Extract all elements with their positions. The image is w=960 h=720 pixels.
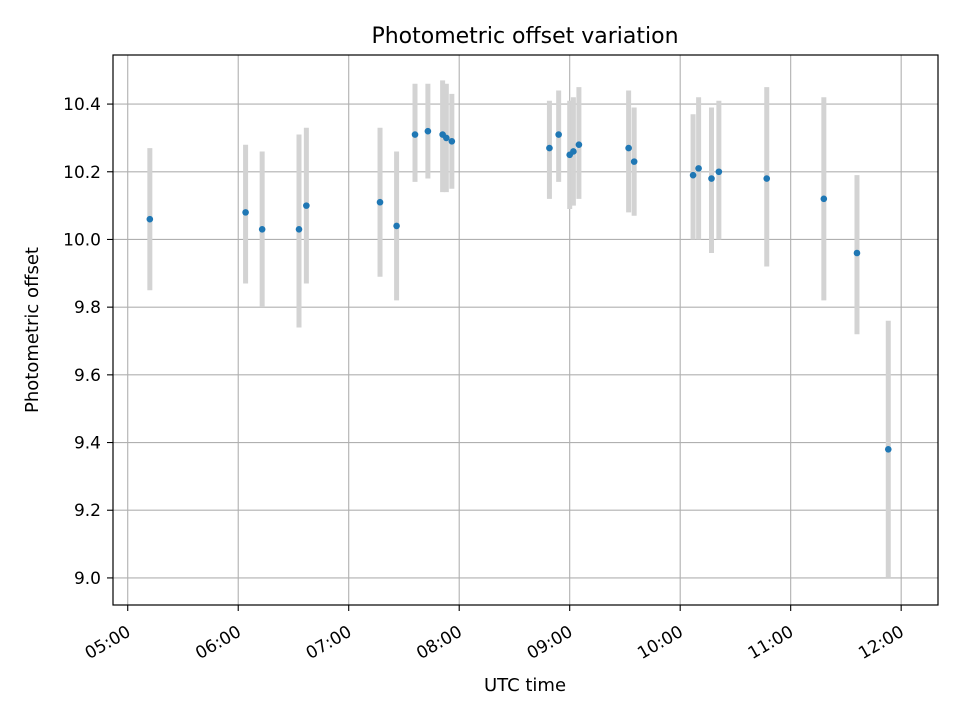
chart-title: Photometric offset variation [371,24,678,49]
data-points [146,127,892,453]
y-tick-label: 9.8 [74,298,101,318]
data-point [884,446,892,453]
data-point [258,226,266,233]
data-point [853,249,861,257]
plot-frame [112,54,939,606]
data-point [630,158,638,165]
data-point [546,144,553,152]
data-point [575,141,583,148]
data-point [555,131,562,138]
data-point [708,175,715,182]
data-point [689,171,697,179]
data-point [242,209,249,216]
y-tick-label: 10.0 [63,230,101,250]
data-point [695,165,702,172]
data-point [295,226,303,233]
data-point [715,168,723,176]
y-axis-label: Photometric offset [22,247,43,413]
data-point [393,222,400,230]
data-point [411,131,419,138]
data-point [376,198,384,206]
data-point [146,215,154,223]
data-point [820,195,828,203]
y-axis-ticks: 9.0 9.2 9.4 9.6 9.8 10.0 10.2 10.4 [63,95,113,589]
y-tick-label: 10.2 [63,163,101,183]
data-point [570,148,577,155]
data-point [448,138,456,145]
y-tick-label: 9.4 [74,434,101,454]
y-tick-label: 10.4 [63,95,101,115]
data-point [424,127,432,135]
data-point [443,134,450,142]
y-tick-label: 9.2 [74,501,101,521]
data-point [303,202,310,209]
y-tick-label: 9.0 [74,569,101,589]
grid [113,55,938,605]
x-axis-label: UTC time [484,675,566,696]
y-tick-label: 9.6 [74,366,101,386]
data-point [763,175,771,182]
data-point [625,144,632,152]
